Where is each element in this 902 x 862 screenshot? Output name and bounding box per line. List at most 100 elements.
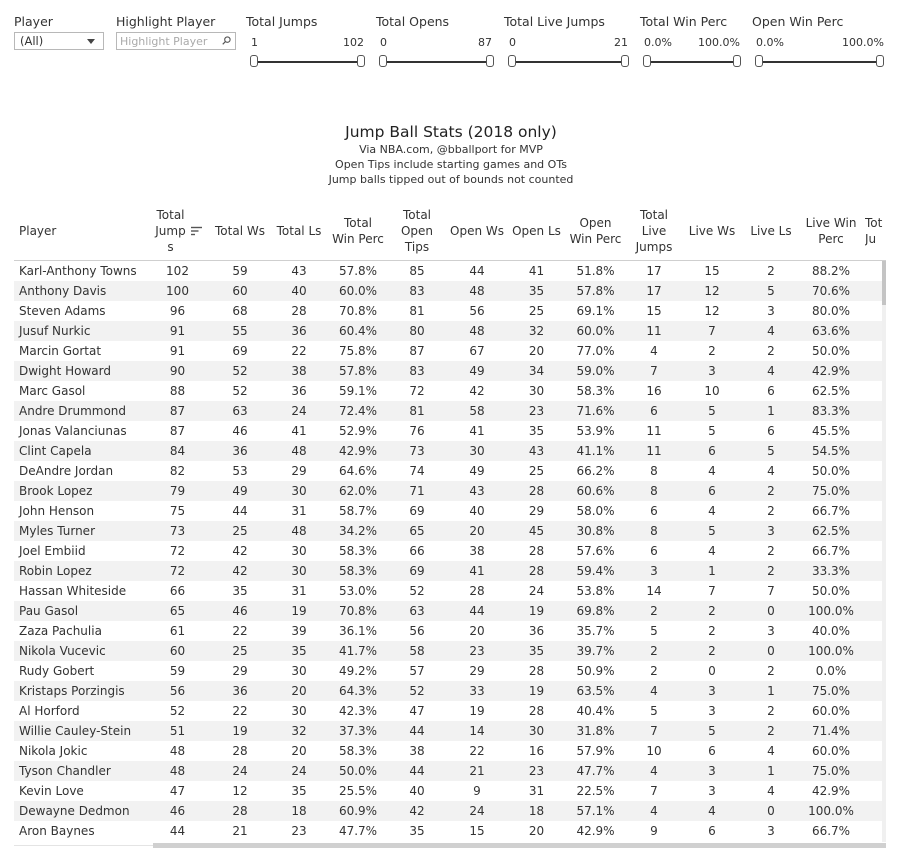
table-row[interactable]: Kevin Love 47 12 35 25.5% 40 9 31 22.5% 7 3 4 42.9% bbox=[14, 781, 882, 801]
table-row[interactable]: Robin Lopez 72 42 30 58.3% 69 41 28 59.4% 3 1 2 33.3… bbox=[14, 561, 882, 581]
open-win-perc-min-handle[interactable] bbox=[755, 55, 763, 67]
cell-total-win-perc: 58.3% bbox=[338, 544, 378, 558]
cell-total-jumps: 79 bbox=[169, 484, 186, 498]
horizontal-scroll-track bbox=[14, 845, 153, 846]
total-opens-max-handle[interactable] bbox=[486, 55, 494, 67]
total-win-perc-min-handle[interactable] bbox=[643, 55, 651, 67]
col-header-live-ws[interactable]: Live Ws bbox=[688, 224, 736, 238]
table-row[interactable]: Pau Gasol 65 46 19 70.8% 63 44 19 69.8% 2 2 0 100.0% bbox=[14, 601, 882, 621]
table-row[interactable]: Nikola Jokic 48 28 20 58.3% 38 22 16 57.9% 10 6 4 60… bbox=[14, 741, 882, 761]
total-opens-label: Total Opens bbox=[376, 14, 450, 29]
table-row[interactable]: Dwight Howard 90 52 38 57.8% 83 49 34 59.0% 7 3 4 42… bbox=[14, 361, 882, 381]
cell-open-ls: 35 bbox=[528, 284, 545, 298]
col-header-total-ws[interactable]: Total Ws bbox=[215, 224, 265, 238]
cell-player: Marc Gasol bbox=[19, 384, 86, 398]
col-header-open-win-perc[interactable]: Open Win Perc bbox=[569, 216, 622, 246]
table-row[interactable]: Andre Drummond 87 63 24 72.4% 81 58 23 71.6% 6 5 1 8… bbox=[14, 401, 882, 421]
open-win-perc-slider-track[interactable] bbox=[759, 61, 883, 63]
total-win-perc-max-handle[interactable] bbox=[733, 55, 741, 67]
table-row[interactable]: Al Horford 52 22 30 42.3% 47 19 28 40.4% 5 3 2 60.0% bbox=[14, 701, 882, 721]
search-icon[interactable] bbox=[222, 36, 231, 45]
cell-total-ws: 63 bbox=[232, 404, 248, 418]
total-jumps-slider-track[interactable] bbox=[254, 61, 364, 63]
cell-total-ws: 28 bbox=[232, 744, 248, 758]
cell-total-win-perc: 47.7% bbox=[338, 824, 378, 838]
col-header-player[interactable]: Player bbox=[19, 224, 57, 238]
col-header-total-jumps[interactable]: Total Jumps bbox=[145, 202, 210, 260]
table-row[interactable]: Jusuf Nurkic 91 55 36 60.4% 80 48 32 60.0% 11 7 4 63… bbox=[14, 321, 882, 341]
total-opens-min-handle[interactable] bbox=[379, 55, 387, 67]
cell-live-ws: 2 bbox=[708, 644, 716, 658]
col-header-total-open-tips[interactable]: Total Open Tips bbox=[400, 208, 434, 254]
total-jumps-min-handle[interactable] bbox=[250, 55, 258, 67]
table-row[interactable]: Rudy Gobert 59 29 30 49.2% 57 29 28 50.9% 2 0 2 0.0% bbox=[14, 661, 882, 681]
col-header-total-win-perc[interactable]: Total Win Perc bbox=[332, 216, 384, 246]
table-row[interactable]: Joel Embiid 72 42 30 58.3% 66 38 28 57.6% 6 4 2 66.7… bbox=[14, 541, 882, 561]
table-row[interactable]: DeAndre Jordan 82 53 29 64.6% 74 49 25 66.2% 8 4 4 5… bbox=[14, 461, 882, 481]
total-jumps-max-handle[interactable] bbox=[357, 55, 365, 67]
horizontal-scroll-thumb[interactable] bbox=[153, 843, 886, 848]
cell-live-ws: 3 bbox=[708, 784, 716, 798]
cell-total-live-jumps: 4 bbox=[650, 764, 658, 778]
total-opens-slider-track[interactable] bbox=[383, 61, 493, 63]
table-row[interactable]: Hassan Whiteside 66 35 31 53.0% 52 28 24 53.8% 14… bbox=[14, 581, 882, 601]
table-row[interactable]: John Henson 75 44 31 58.7% 69 40 29 58.0% 6 4 2 66.7… bbox=[14, 501, 882, 521]
horizontal-scrollbar[interactable] bbox=[14, 843, 886, 848]
table-row[interactable]: Tyson Chandler 48 24 24 50.0% 44 21 23 47.7% 4 3 1 7… bbox=[14, 761, 882, 781]
total-live-jumps-min-handle[interactable] bbox=[508, 55, 516, 67]
cell-total-ls: 48 bbox=[291, 444, 307, 458]
total-live-jumps-max-handle[interactable] bbox=[621, 55, 629, 67]
cell-total-live-jumps: 7 bbox=[650, 724, 658, 738]
col-header-live-win-perc[interactable]: Live Win Perc bbox=[805, 216, 857, 246]
cell-live-ls: 2 bbox=[767, 724, 775, 738]
cell-live-ws: 7 bbox=[708, 324, 716, 338]
subtitle-out-of-bounds: Jump balls tipped out of bounds not coun… bbox=[328, 173, 574, 186]
vertical-scroll-thumb[interactable] bbox=[882, 261, 886, 305]
table-row[interactable]: Aron Baynes 44 21 23 47.7% 35 15 20 42.9% 9 6 3 66.7… bbox=[14, 821, 882, 841]
col-header-tot-ju[interactable]: Tot Ju bbox=[865, 216, 883, 246]
col-header-total-live-jumps[interactable]: Total Live Jumps bbox=[635, 208, 673, 254]
player-dropdown[interactable]: (All) bbox=[14, 32, 104, 50]
cell-player: Clint Capela bbox=[19, 444, 92, 458]
table-row[interactable]: Marc Gasol 88 52 36 59.1% 72 42 30 58.3% 16 10 6 62.… bbox=[14, 381, 882, 401]
table-row[interactable]: Willie Cauley-Stein 51 19 32 37.3% 44 14 30 31.8… bbox=[14, 721, 882, 741]
table-row[interactable]: Dewayne Dedmon 46 28 18 60.9% 42 24 18 57.1% 4 4 0 1… bbox=[14, 801, 882, 821]
cell-player: Anthony Davis bbox=[19, 284, 107, 298]
cell-live-ws: 10 bbox=[704, 384, 720, 398]
table-row[interactable]: Clint Capela 84 36 48 42.9% 73 30 43 41.1% 11 6 5 54… bbox=[14, 441, 882, 461]
vertical-scrollbar[interactable] bbox=[882, 261, 886, 842]
cell-total-open-tips: 42 bbox=[409, 804, 425, 818]
total-win-perc-slider-track[interactable] bbox=[647, 61, 739, 63]
table-row[interactable]: Nikola Vucevic 60 25 35 41.7% 58 23 35 39.7% 2 2 0 1… bbox=[14, 641, 882, 661]
table-row[interactable]: Brook Lopez 79 49 30 62.0% 71 43 28 60.6% 8 6 2 75.0… bbox=[14, 481, 882, 501]
total-live-jumps-slider-track[interactable] bbox=[512, 61, 628, 63]
cell-total-live-jumps: 5 bbox=[650, 704, 658, 718]
cell-total-open-tips: 52 bbox=[409, 584, 425, 598]
col-header-open-ls[interactable]: Open Ls bbox=[512, 224, 561, 238]
total-jumps-min: 1 bbox=[251, 36, 258, 49]
table-row[interactable]: Kristaps Porzingis 56 36 20 64.3% 52 33 19 63.5%… bbox=[14, 681, 882, 701]
total-jumps-label: Total Jumps bbox=[246, 14, 318, 29]
table-row[interactable]: Jonas Valanciunas 87 46 41 52.9% 76 41 35 53.9% 1… bbox=[14, 421, 882, 441]
cell-player: Joel Embiid bbox=[19, 544, 86, 558]
open-win-perc-max-handle[interactable] bbox=[876, 55, 884, 67]
cell-total-open-tips: 81 bbox=[409, 304, 425, 318]
cell-total-jumps: 75 bbox=[169, 504, 186, 518]
table-row[interactable]: Myles Turner 73 25 48 34.2% 65 20 45 30.8% 8 5 3 62.… bbox=[14, 521, 882, 541]
cell-total-open-tips: 52 bbox=[409, 684, 425, 698]
col-header-total-ls[interactable]: Total Ls bbox=[276, 224, 322, 238]
cell-total-live-jumps: 4 bbox=[650, 804, 658, 818]
chevron-down-icon bbox=[87, 39, 95, 44]
col-header-open-ws[interactable]: Open Ws bbox=[450, 224, 504, 238]
table-row[interactable]: Anthony Davis 100 60 40 60.0% 83 48 35 57.8% 17 12… bbox=[14, 281, 882, 301]
table-row[interactable]: Karl-Anthony Towns 102 59 43 57.8% 85 44 41 51.8… bbox=[14, 261, 882, 281]
cell-open-win-perc: 77.0% bbox=[576, 344, 615, 358]
sort-descending-icon[interactable] bbox=[190, 226, 202, 236]
cell-total-live-jumps: 11 bbox=[646, 444, 662, 458]
col-header-live-ls[interactable]: Live Ls bbox=[750, 224, 792, 238]
highlight-player-input[interactable] bbox=[120, 34, 216, 48]
table-row[interactable]: Marcin Gortat 91 69 22 75.8% 87 67 20 77.0% 4 2 2 50… bbox=[14, 341, 882, 361]
table-row[interactable]: Steven Adams 96 68 28 70.8% 81 56 25 69.1% 15 12 3 8… bbox=[14, 301, 882, 321]
cell-total-ls: 38 bbox=[291, 364, 307, 378]
table-row[interactable]: Zaza Pachulia 61 22 39 36.1% 56 20 36 35.7% 5 2 3 40… bbox=[14, 621, 882, 641]
